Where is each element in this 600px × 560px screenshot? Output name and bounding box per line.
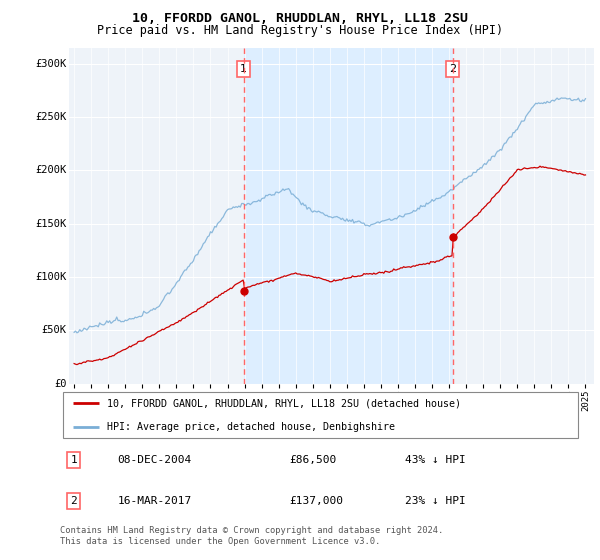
Text: 1: 1 bbox=[240, 64, 247, 74]
Bar bbox=[244, 48, 452, 384]
Text: 23% ↓ HPI: 23% ↓ HPI bbox=[404, 496, 465, 506]
Text: 2: 2 bbox=[449, 64, 456, 74]
Text: 16-MAR-2017: 16-MAR-2017 bbox=[118, 496, 191, 506]
Text: £137,000: £137,000 bbox=[290, 496, 344, 506]
Text: £50K: £50K bbox=[41, 325, 67, 335]
Text: 10, FFORDD GANOL, RHUDDLAN, RHYL, LL18 2SU (detached house): 10, FFORDD GANOL, RHUDDLAN, RHYL, LL18 2… bbox=[107, 398, 461, 408]
Text: 08-DEC-2004: 08-DEC-2004 bbox=[118, 455, 191, 465]
Text: 2: 2 bbox=[70, 496, 77, 506]
Text: HPI: Average price, detached house, Denbighshire: HPI: Average price, detached house, Denb… bbox=[107, 422, 395, 432]
Text: £150K: £150K bbox=[35, 218, 67, 228]
Text: £86,500: £86,500 bbox=[290, 455, 337, 465]
Text: 10, FFORDD GANOL, RHUDDLAN, RHYL, LL18 2SU: 10, FFORDD GANOL, RHUDDLAN, RHYL, LL18 2… bbox=[132, 12, 468, 25]
Text: Contains HM Land Registry data © Crown copyright and database right 2024.
This d: Contains HM Land Registry data © Crown c… bbox=[60, 526, 443, 546]
FancyBboxPatch shape bbox=[62, 393, 578, 437]
Text: £100K: £100K bbox=[35, 272, 67, 282]
Text: £0: £0 bbox=[54, 379, 67, 389]
Text: 1: 1 bbox=[70, 455, 77, 465]
Text: Price paid vs. HM Land Registry's House Price Index (HPI): Price paid vs. HM Land Registry's House … bbox=[97, 24, 503, 37]
Text: 43% ↓ HPI: 43% ↓ HPI bbox=[404, 455, 465, 465]
Text: £300K: £300K bbox=[35, 59, 67, 69]
Text: £200K: £200K bbox=[35, 165, 67, 175]
Text: £250K: £250K bbox=[35, 112, 67, 122]
